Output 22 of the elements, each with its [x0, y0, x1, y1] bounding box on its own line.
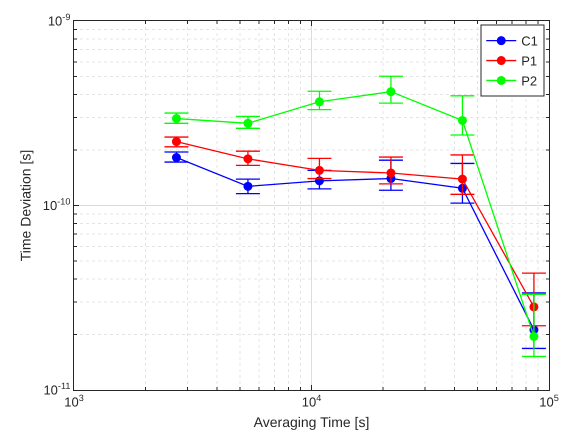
point: [243, 182, 252, 191]
point: [243, 154, 252, 164]
legend-label: P1: [521, 54, 538, 69]
y-axis-title: Time Deviation [s]: [17, 150, 34, 262]
x-axis-title: Averaging Time [s]: [254, 414, 370, 430]
y-tick-label: 10$^{-9}$: [48, 12, 70, 29]
point: [172, 114, 181, 124]
point: [386, 87, 396, 96]
point: [172, 153, 181, 162]
point: [314, 97, 324, 106]
x-tick-label: 10$^{4}$: [302, 393, 322, 410]
legend-label: C1: [521, 34, 538, 49]
point: [243, 118, 252, 128]
x-tick-label: 10$^{5}$: [539, 393, 559, 410]
point: [386, 168, 396, 178]
y-tick-label: 10$^{-10}$: [42, 196, 70, 214]
legend-label: P2: [521, 74, 538, 89]
point: [529, 332, 538, 341]
point: [314, 166, 324, 175]
point: [172, 137, 181, 146]
point: [458, 116, 467, 125]
point: [458, 174, 467, 184]
